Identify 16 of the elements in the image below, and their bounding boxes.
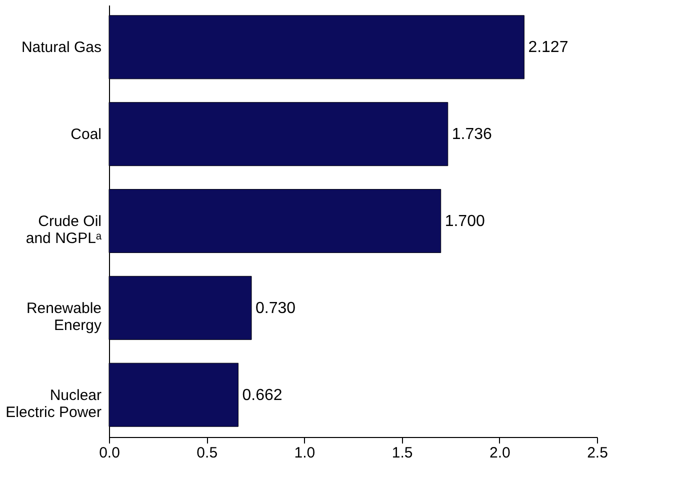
x-tick-label: 2.0 [489,444,510,462]
x-tick-label: 1.0 [294,444,316,462]
x-tick-label: 0.5 [196,444,218,462]
x-tick-label: 0.0 [99,444,120,462]
data-label: 0.662 [242,386,282,404]
data-label: 1.700 [444,213,485,230]
data-label: 2.127 [528,39,568,56]
x-tick-label: 1.5 [392,444,413,462]
y-tick-label: Coal [70,126,102,144]
x-tick-label: 2.5 [587,444,608,462]
data-label: 1.736 [452,126,492,144]
y-tick-label: Nuclear Electric Power [6,386,102,421]
y-tick-label: Renewable Energy [26,300,102,334]
data-label: 0.730 [255,300,296,317]
y-tick-label: Natural Gas [21,39,102,56]
y-tick-label: Crude Oil and NGPLᵃ [26,213,102,247]
